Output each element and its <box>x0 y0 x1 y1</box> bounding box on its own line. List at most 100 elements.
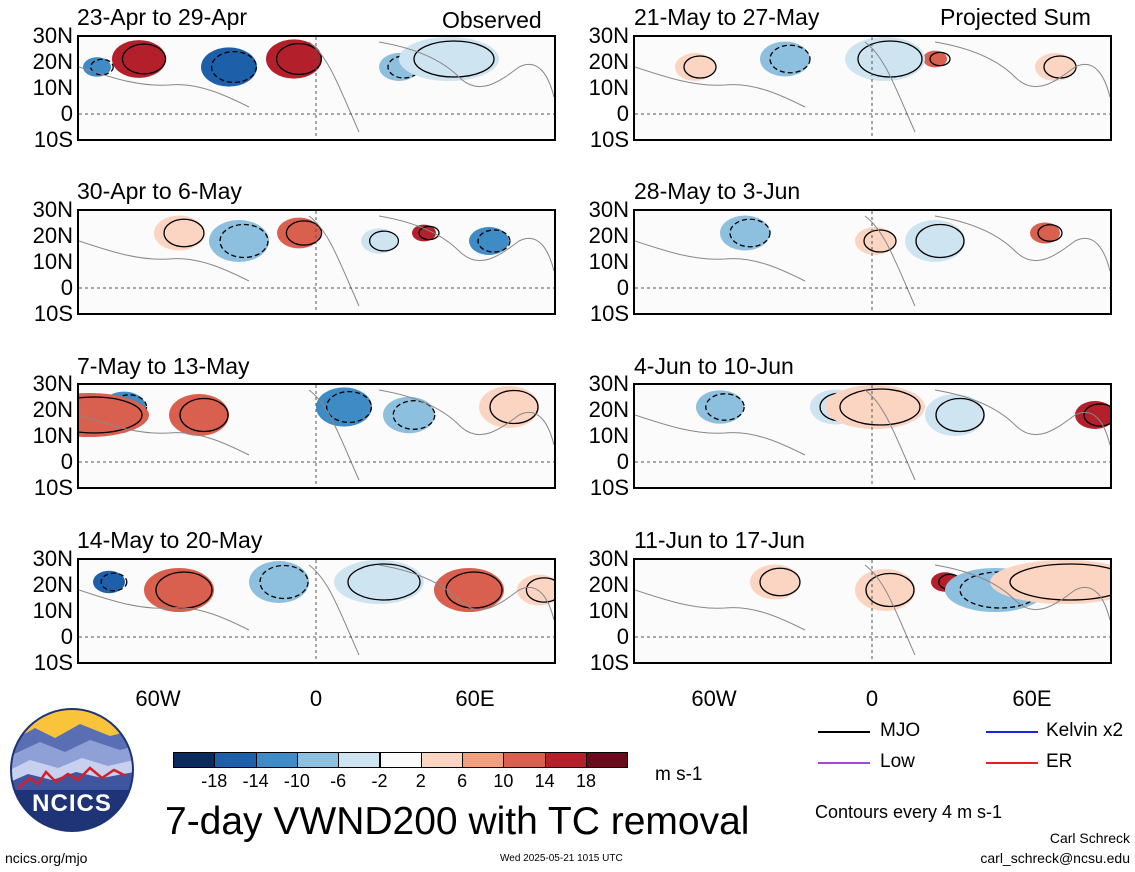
colorbar-label: 18 <box>575 771 597 791</box>
colorbar-label: 14 <box>534 771 555 791</box>
lon-label-60w-right: 60W <box>691 686 737 711</box>
wind-anomaly-shade <box>845 37 925 81</box>
colorbar-cell <box>296 752 340 768</box>
legend-low-label: Low <box>880 751 915 772</box>
mjo-contour <box>1009 563 1110 601</box>
mjo-contour <box>1037 224 1063 242</box>
logo-text: NCICS <box>32 790 112 817</box>
lat-label: 20N <box>32 223 73 248</box>
mjo-contour <box>121 43 167 75</box>
mjo-contour <box>347 563 421 601</box>
lat-label: 30N <box>32 197 73 222</box>
lat-label: 10N <box>32 423 73 448</box>
legend-low-line <box>818 762 870 764</box>
map-projected-3 <box>633 383 1112 489</box>
wind-anomaly-shade <box>760 41 810 77</box>
legend-kelvin-line <box>986 731 1038 733</box>
main-title: 7-day VWND200 with TC removal <box>165 800 750 843</box>
mjo-contour <box>418 225 440 241</box>
legend-mjo-line <box>818 731 870 733</box>
lon-label-60e-right: 60E <box>1012 686 1052 711</box>
lat-label: 10S <box>589 475 629 500</box>
mjo-contour <box>445 571 503 609</box>
lat-label: 0 <box>616 275 629 300</box>
mjo-contour <box>929 51 951 67</box>
wind-anomaly-shade <box>905 220 965 262</box>
lat-label: 30N <box>32 371 73 396</box>
lat-label: 30N <box>588 371 629 396</box>
mjo-contour <box>285 220 323 246</box>
coastline <box>635 389 1110 481</box>
lat-label: 30N <box>588 23 629 48</box>
mjo-contour <box>79 396 143 434</box>
mjo-contour <box>915 223 965 259</box>
lat-label: 10S <box>33 127 73 152</box>
lat-label: 0 <box>616 624 629 649</box>
footer-url[interactable]: ncics.org/mjo <box>5 850 88 866</box>
lat-label: 0 <box>60 624 73 649</box>
mjo-contour <box>525 577 554 603</box>
lat-label: 10N <box>32 598 73 623</box>
lat-label: 30N <box>588 546 629 571</box>
mjo-contour <box>90 58 114 76</box>
lat-label: 10N <box>588 423 629 448</box>
lat-label: 0 <box>616 101 629 126</box>
wind-anomaly-shade <box>825 385 925 429</box>
panel-title: 28-May to 3-Jun <box>634 178 801 204</box>
lat-label: 20N <box>588 49 629 74</box>
wind-anomaly-shade <box>434 568 504 612</box>
lat-label: 30N <box>32 23 73 48</box>
lon-label-0-left: 0 <box>309 686 323 711</box>
mjo-contour <box>179 397 229 433</box>
wind-anomaly-shade <box>277 217 321 249</box>
wind-anomaly-shade <box>154 215 204 251</box>
wind-anomaly-shade <box>361 228 397 254</box>
mjo-contour <box>275 42 323 76</box>
colorbar-label: -18 <box>201 771 228 791</box>
mjo-contour <box>1083 403 1110 427</box>
wind-anomaly-shade <box>1030 222 1060 244</box>
lat-label: 0 <box>60 275 73 300</box>
coastline <box>635 564 1110 656</box>
footer-email[interactable]: carl_schreck@ncsu.edu <box>980 850 1130 866</box>
mjo-contour <box>413 40 495 78</box>
mjo-contour <box>110 394 148 420</box>
mjo-contour <box>759 567 801 597</box>
lat-label: 30N <box>588 197 629 222</box>
colorbar-cell <box>255 752 298 768</box>
colorbar-label: -6 <box>330 771 347 791</box>
legend-er-line <box>986 762 1038 764</box>
footer-author: Carl Schreck <box>1049 830 1130 846</box>
colorbar-cell <box>379 752 422 768</box>
lon-label-60w-left: 60W <box>135 686 181 711</box>
lat-label: 20N <box>588 397 629 422</box>
lat-label: 20N <box>32 49 73 74</box>
mjo-contour <box>219 223 269 259</box>
wind-anomaly-shade <box>479 386 539 428</box>
legend-kelvin-label: Kelvin x2 <box>1046 720 1124 741</box>
mjo-contour <box>863 229 897 253</box>
contour-note: Contours every 4 m s-1 <box>815 802 1003 822</box>
colorbar-cell <box>214 752 257 768</box>
map-observed-4 <box>77 558 556 664</box>
panel-title: 21-May to 27-May <box>634 4 820 30</box>
lat-label: 10N <box>588 598 629 623</box>
map-projected-2 <box>633 209 1112 315</box>
mjo-contour <box>259 564 309 600</box>
colorbar-label: -14 <box>242 771 269 791</box>
mjo-contour <box>163 218 205 248</box>
wind-anomaly-shade <box>855 227 895 255</box>
colorbar-label: -2 <box>371 771 388 791</box>
mjo-contour <box>325 390 373 424</box>
colorbar-cell <box>462 752 505 768</box>
map-projected-1 <box>633 35 1112 141</box>
lat-label: 10S <box>589 301 629 326</box>
panel-title: 4-Jun to 10-Jun <box>634 353 794 379</box>
lat-label: 10S <box>33 301 73 326</box>
mjo-contour <box>729 218 771 248</box>
wind-anomaly-shade <box>249 561 309 603</box>
lat-label: 0 <box>616 449 629 474</box>
mjo-contour <box>368 230 400 252</box>
mjo-contour <box>210 50 258 84</box>
legend-mjo-label: MJO <box>880 720 921 741</box>
